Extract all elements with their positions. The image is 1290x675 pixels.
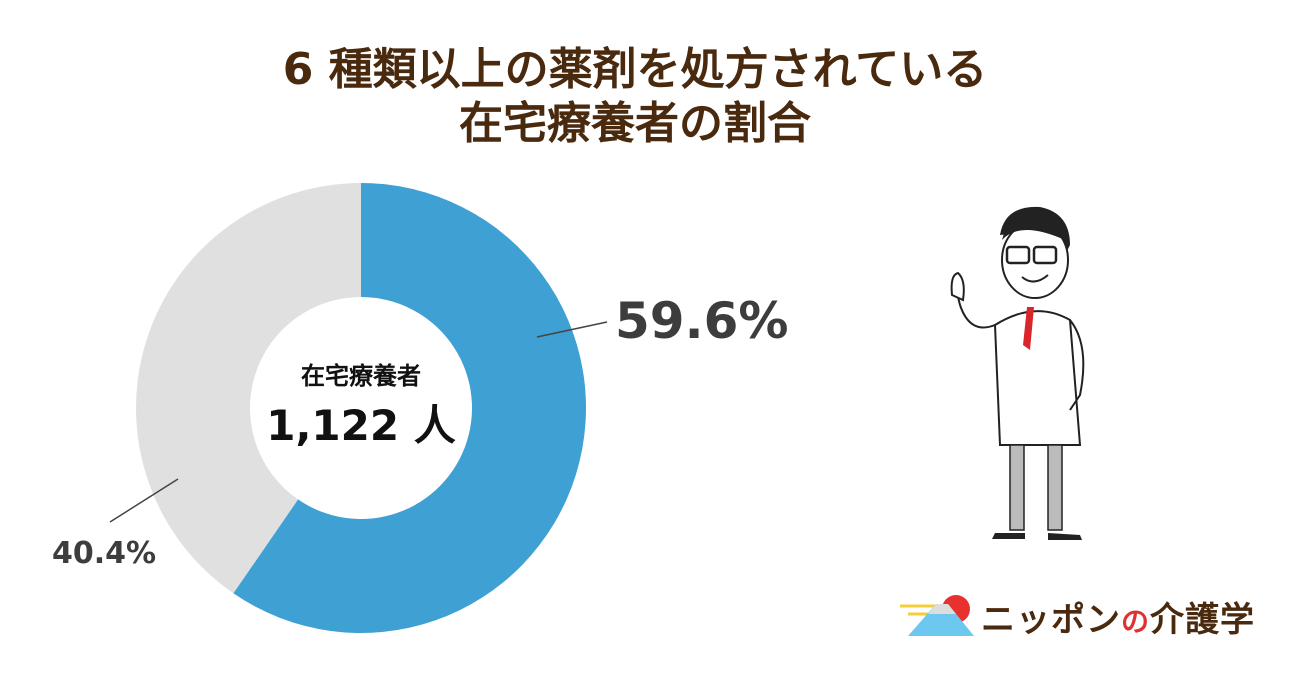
leader-line-59-6 [536,321,608,338]
center-label: 在宅療養者 [301,362,421,390]
logo-text-no: の [1121,605,1151,638]
center-value: 1,122 人 [266,401,456,450]
doctor-illustration [950,206,1085,540]
data-label-40-4: 40.4% [52,536,157,571]
logo-text-nippon: ニッポン [981,600,1121,640]
chart-title-line1: 6 種類以上の薬剤を処方されている [282,44,988,95]
mount-fuji-sun-icon [900,595,974,636]
donut-slice-1 [135,183,361,594]
donut-slice-0 [233,183,586,634]
logo-text-kaigogaku: 介護学 [1150,600,1256,640]
data-label-59-6: 59.6% [615,292,789,350]
leader-line-40-4 [109,478,179,523]
nippon-kaigogaku-logo: ニッポンの介護学 [898,592,1258,640]
chart-title-line2: 在宅療養者の割合 [459,98,811,149]
